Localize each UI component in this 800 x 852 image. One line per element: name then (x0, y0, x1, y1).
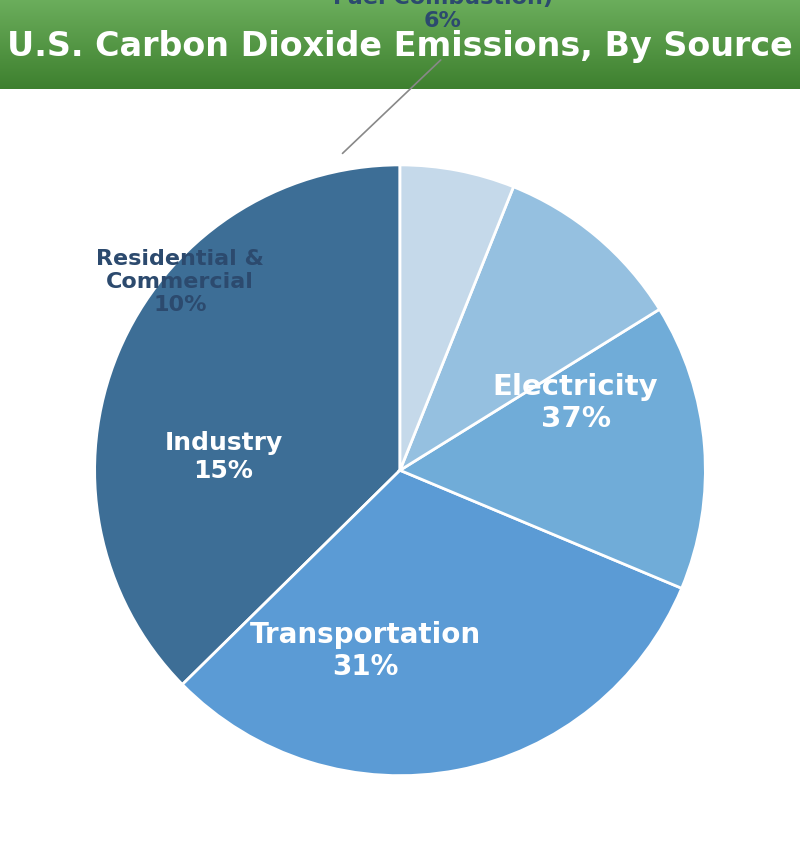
Wedge shape (400, 187, 659, 470)
Text: Transportation
31%: Transportation 31% (250, 620, 481, 681)
Wedge shape (182, 470, 682, 775)
Text: Industry
15%: Industry 15% (164, 431, 282, 482)
Text: Residential &
Commercial
10%: Residential & Commercial 10% (96, 249, 264, 314)
Wedge shape (400, 165, 514, 470)
Text: U.S. Carbon Dioxide Emissions, By Source: U.S. Carbon Dioxide Emissions, By Source (7, 30, 793, 63)
Wedge shape (94, 165, 400, 685)
Text: Electricity
37%: Electricity 37% (493, 372, 658, 433)
Text: Other (Non-Fossil
Fuel Combustion)
6%: Other (Non-Fossil Fuel Combustion) 6% (333, 0, 553, 32)
Wedge shape (400, 310, 706, 589)
